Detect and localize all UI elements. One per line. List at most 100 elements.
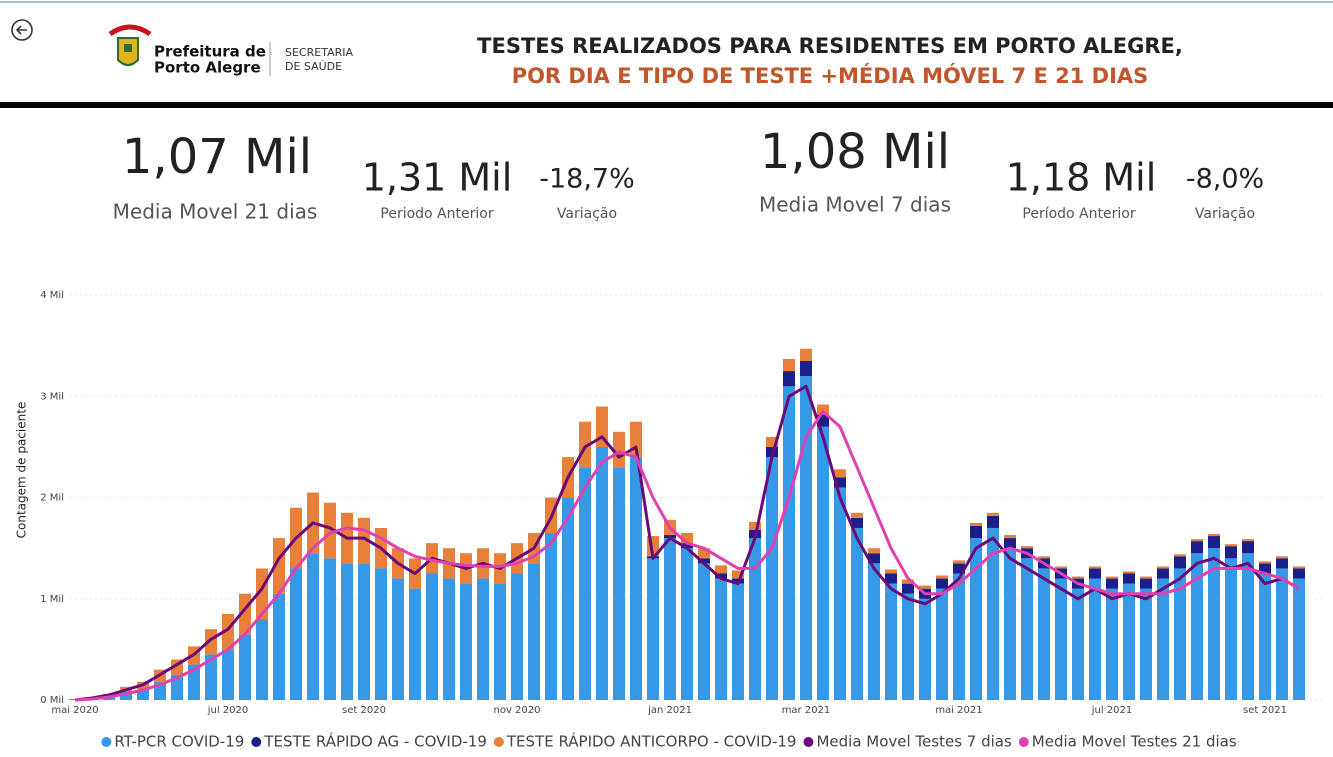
bar-segment [1259, 561, 1271, 564]
bar-segment [205, 654, 217, 700]
moving-average-line [74, 410, 1300, 702]
logo-text: Prefeitura de [154, 43, 266, 61]
legend-label: RT-PCR COVID-19 [114, 733, 244, 751]
bar-segment [1021, 558, 1033, 700]
bar-segment [545, 533, 557, 700]
legend-marker [803, 737, 814, 747]
bar-segment [953, 560, 965, 564]
x-tick-label: mai 2021 [935, 705, 982, 716]
bar-segment [137, 689, 149, 700]
bar-segment [341, 563, 353, 700]
bar-segment [1072, 576, 1084, 579]
bar-segment [800, 376, 812, 700]
kpi-label: Media Movel 7 dias [759, 193, 951, 217]
bar-segment [1123, 573, 1135, 584]
back-arrow[interactable] [15, 25, 27, 35]
bar-segment [613, 467, 625, 700]
legend-marker [251, 737, 262, 747]
bar-segment [817, 404, 829, 415]
bar-segment [596, 406, 608, 447]
bar-segment [800, 360, 812, 377]
bar-segment [800, 348, 812, 361]
kpi-label: Variação [1195, 206, 1255, 222]
bar-segment [511, 573, 523, 700]
logo-detail [124, 44, 132, 52]
x-tick-label: jul 2020 [207, 705, 249, 716]
bar-segment [868, 548, 880, 554]
legend: RT-PCR COVID-19 TESTE RÁPIDO AG - COVID-1… [101, 732, 1237, 751]
legend-item: RT-PCR COVID-19 [101, 733, 244, 751]
bar-segment [817, 426, 829, 700]
legend-label: TESTE RÁPIDO AG - COVID-19 [263, 732, 487, 751]
x-tick-label: mar 2021 [782, 705, 831, 716]
bar-segment [834, 487, 846, 700]
y-tick-label: 3 Mil [40, 391, 64, 402]
bar-segment [902, 593, 914, 700]
bar-segment [375, 568, 387, 700]
bar-segment [1106, 578, 1118, 589]
bar-segment [324, 558, 336, 700]
bar-segment [1259, 573, 1271, 700]
logo: Prefeitura de Porto Alegre SECRETARIA DE… [108, 24, 353, 77]
bar-segment [528, 563, 540, 700]
bar-segment [426, 573, 438, 700]
kpi-label: Media Movel 21 dias [113, 200, 318, 224]
bar-segment [630, 457, 642, 700]
bar-segment [1242, 553, 1254, 700]
bar-segment [1157, 566, 1169, 569]
legend-item: Media Movel Testes 21 dias [1018, 733, 1237, 751]
bar-segment [885, 569, 897, 574]
bar-segment [1276, 558, 1288, 569]
bar-segment [1259, 563, 1271, 574]
bar-segment [749, 521, 761, 530]
bar-segment [273, 538, 285, 594]
y-tick-label: 2 Mil [40, 493, 64, 504]
bar-segment [902, 579, 914, 584]
legend-label: TESTE RÁPIDO ANTICORPO - COVID-19 [506, 732, 797, 751]
bar-segment [290, 568, 302, 700]
bar-segment [885, 573, 897, 584]
bar-segment [749, 538, 761, 700]
bar-segment [1191, 553, 1203, 700]
bar-segment [1174, 556, 1186, 569]
bar-segment [171, 674, 183, 700]
bar-segment [868, 553, 880, 564]
bar-segment [970, 525, 982, 539]
bar-segment [256, 619, 268, 700]
bar-segment [409, 588, 421, 700]
bar-segment [1174, 568, 1186, 700]
legend-label: Media Movel Testes 21 dias [1032, 733, 1237, 751]
bar-segment [1004, 538, 1016, 549]
y-tick-label: 4 Mil [40, 290, 64, 301]
bar-segment [494, 583, 506, 700]
bar-segment [1174, 554, 1186, 557]
bar-segment [664, 538, 676, 700]
bar-segment [239, 634, 251, 700]
back-button[interactable] [11, 19, 33, 41]
bar-segment [953, 563, 965, 574]
x-tick-label: mai 2020 [51, 705, 98, 716]
bar-segment [562, 497, 574, 700]
bar-segment [307, 553, 319, 700]
bar-segment [681, 543, 693, 549]
back-circle[interactable] [11, 19, 33, 41]
bar-segment [715, 565, 727, 574]
bar-segment [970, 522, 982, 526]
bar-segment [1123, 571, 1135, 574]
bar-segment [579, 421, 591, 468]
logo-ribbon [108, 24, 152, 37]
bar-segment [1208, 548, 1220, 700]
x-tick-label: jan 2021 [647, 705, 692, 716]
x-tick-label: nov 2020 [493, 705, 540, 716]
kpi-value: 1,08 Mil [760, 124, 950, 180]
bar-segment [1293, 578, 1305, 700]
bar-segment [715, 573, 727, 579]
bar-segment [1276, 556, 1288, 559]
x-tick-label: set 2020 [342, 705, 386, 716]
plot: 0 Mil 1 Mil 2 Mil 3 Mil 4 Mil mai 2020 jul 202… [40, 290, 1325, 716]
legend-label: Media Movel Testes 7 dias [816, 733, 1012, 751]
bar-segment [222, 613, 234, 650]
x-tick-label: set 2021 [1243, 705, 1287, 716]
